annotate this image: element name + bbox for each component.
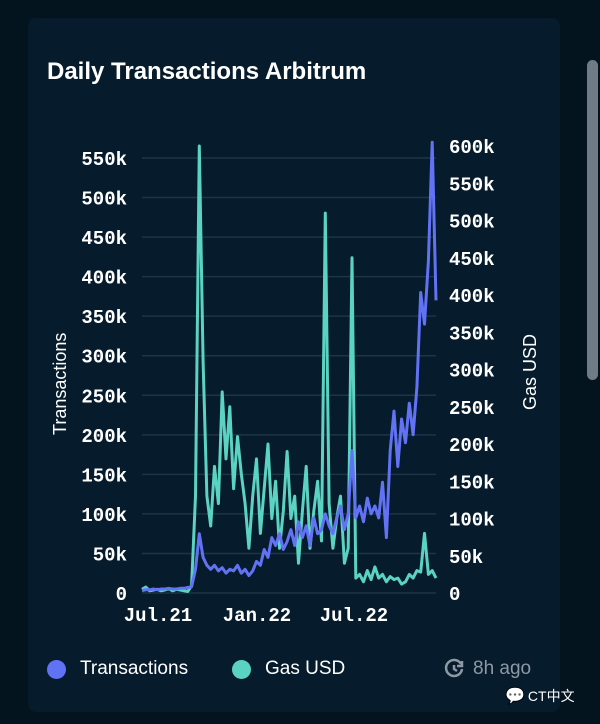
left-tick-label: 250k xyxy=(81,386,127,408)
left-tick-label: 500k xyxy=(81,189,127,211)
history-icon xyxy=(444,658,464,678)
left-tick-label: 100k xyxy=(81,505,127,527)
x-tick-label: Jul.22 xyxy=(320,605,388,627)
left-tick-label: 200k xyxy=(81,426,127,448)
legend-label: Gas USD xyxy=(265,658,346,679)
right-tick-label: 550k xyxy=(449,174,495,196)
scrollbar[interactable] xyxy=(587,60,598,380)
x-tick-label: Jan.22 xyxy=(223,605,291,627)
gas-series-line xyxy=(141,144,438,593)
x-tick-label: Jul.21 xyxy=(124,605,192,627)
chart-card xyxy=(28,18,560,712)
left-tick-label: 300k xyxy=(81,347,127,369)
left-tick-label: 50k xyxy=(93,544,127,566)
wechat-icon: 💬 xyxy=(505,688,525,705)
watermark: 💬 CT中文 xyxy=(505,686,575,706)
last-updated: 8h ago xyxy=(443,658,531,680)
right-tick-label: 600k xyxy=(449,137,495,159)
transactions-dot-icon xyxy=(47,659,66,679)
legend-label: Transactions xyxy=(80,658,189,679)
left-tick-label: 550k xyxy=(81,149,127,171)
transactions-series-line xyxy=(141,140,438,593)
right-tick-label: 50k xyxy=(449,547,483,569)
right-tick-label: 200k xyxy=(449,435,495,457)
left-axis-label: Transactions xyxy=(50,333,70,435)
right-tick-label: 0 xyxy=(449,584,460,606)
right-axis-label: Gas USD xyxy=(520,334,540,410)
right-tick-label: 250k xyxy=(449,398,495,420)
left-tick-label: 0 xyxy=(116,584,127,606)
right-tick-label: 350k xyxy=(449,323,495,345)
legend-transactions[interactable]: Transactions xyxy=(47,658,188,680)
left-tick-label: 400k xyxy=(81,268,127,290)
watermark-text: CT中文 xyxy=(527,688,575,704)
gas-dot-icon xyxy=(232,659,251,679)
right-tick-label: 400k xyxy=(449,286,495,308)
right-tick-label: 500k xyxy=(449,212,495,234)
updated-text: 8h ago xyxy=(473,658,532,679)
right-tick-label: 100k xyxy=(449,510,495,532)
right-tick-label: 450k xyxy=(449,249,495,271)
chart-title: Daily Transactions Arbitrum xyxy=(47,58,367,85)
left-tick-label: 450k xyxy=(81,228,127,250)
left-tick-label: 350k xyxy=(81,307,127,329)
right-tick-label: 300k xyxy=(449,361,495,383)
left-tick-label: 150k xyxy=(81,465,127,487)
right-tick-label: 150k xyxy=(449,472,495,494)
legend-gas[interactable]: Gas USD xyxy=(232,658,345,680)
